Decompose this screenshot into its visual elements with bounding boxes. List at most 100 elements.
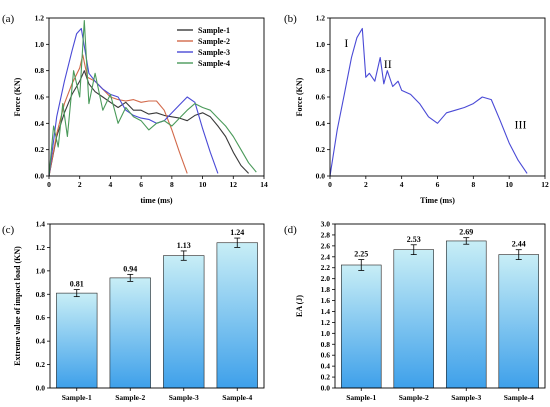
y-tick-label: 1.0 — [321, 329, 331, 338]
y-tick-label: 2.2 — [321, 263, 331, 272]
y-tick-label: 0.6 — [316, 93, 326, 102]
y-axis-label: Force (KN) — [295, 77, 304, 116]
x-tick-label: Sample-2 — [115, 393, 145, 402]
y-tick-label: 0.4 — [35, 119, 45, 128]
panel-label-b: (b) — [284, 13, 297, 25]
plot-frame-a — [48, 17, 265, 177]
x-axis-label: time (ms) — [140, 196, 173, 205]
bar-sample-4 — [216, 242, 258, 389]
x-tick-label: Sample-4 — [222, 393, 252, 402]
x-tick-label: 12 — [230, 180, 238, 189]
data-label: 1.24 — [230, 228, 244, 237]
y-tick-label: 3.0 — [321, 220, 331, 229]
plot-frame-d — [334, 223, 546, 389]
y-tick-label: 1.4 — [36, 220, 46, 229]
x-tick-label: Sample-1 — [62, 393, 92, 402]
data-label: 2.69 — [459, 228, 473, 237]
data-label: 2.53 — [407, 235, 421, 244]
y-tick-label: 0.6 — [36, 313, 46, 322]
series-line-sample-4 — [48, 20, 257, 177]
y-tick-label: 1.2 — [321, 318, 331, 327]
x-tick-label: 10 — [505, 180, 513, 189]
x-tick-label: 4 — [109, 180, 113, 189]
data-label: 2.25 — [354, 250, 368, 259]
data-label: 0.81 — [70, 280, 84, 289]
y-tick-label: 1.8 — [321, 285, 331, 294]
y-tick-label: 2.8 — [321, 230, 331, 239]
x-tick-label: 10 — [199, 180, 207, 189]
x-tick-label: Sample-1 — [346, 393, 376, 402]
y-axis-label: Extreme value of impact load (KN) — [13, 246, 22, 366]
bar-sample-2 — [109, 277, 151, 389]
y-tick-label: 0.8 — [35, 66, 45, 75]
y-tick-label: 0.2 — [321, 373, 331, 382]
y-tick-label: 2.6 — [321, 241, 331, 250]
series-line-force-curve — [329, 27, 528, 177]
x-tick-label: 14 — [260, 180, 268, 189]
x-tick-label: 8 — [170, 180, 174, 189]
y-tick-label: 0.6 — [321, 351, 331, 360]
bar-sample-3 — [445, 240, 487, 389]
x-tick-label: 0 — [328, 180, 332, 189]
plot-frame-c — [49, 223, 265, 389]
panel-label-d: (d) — [284, 224, 297, 236]
legend-label: Sample-1 — [198, 26, 230, 35]
panel-label-a: (a) — [2, 13, 15, 25]
panel-label-c: (c) — [2, 224, 15, 236]
y-axis-label: EA (J) — [295, 295, 304, 317]
stage-label-ii: II — [384, 57, 392, 71]
y-tick-label: 1.6 — [321, 296, 331, 305]
x-tick-label: 2 — [78, 180, 82, 189]
y-tick-label: 0.8 — [321, 340, 331, 349]
legend-label: Sample-4 — [198, 59, 230, 68]
x-tick-label: Sample-4 — [504, 393, 534, 402]
y-tick-label: 1.0 — [35, 40, 45, 49]
x-tick-label: Sample-3 — [451, 393, 481, 402]
y-tick-label: 2.4 — [321, 252, 331, 261]
plot-frame-b — [329, 17, 546, 177]
x-tick-label: 4 — [400, 180, 404, 189]
y-tick-label: 0.2 — [35, 145, 45, 154]
y-tick-label: 0.4 — [36, 337, 46, 346]
x-tick-label: Sample-3 — [169, 393, 199, 402]
x-tick-label: 12 — [541, 180, 549, 189]
x-tick-label: 8 — [471, 180, 475, 189]
bar-sample-1 — [56, 292, 98, 389]
y-tick-label: 0.8 — [316, 66, 326, 75]
y-tick-label: 0.0 — [321, 384, 331, 393]
data-label: 1.13 — [177, 241, 191, 250]
series-line-sample-1 — [48, 70, 249, 177]
stage-label-i: I — [344, 36, 348, 50]
y-tick-label: 0.0 — [36, 384, 46, 393]
bar-sample-4 — [498, 254, 539, 389]
y-tick-label: 0.6 — [35, 93, 45, 102]
y-tick-label: 1.2 — [316, 14, 326, 23]
y-tick-label: 1.4 — [321, 307, 331, 316]
data-label: 2.44 — [512, 240, 526, 249]
y-tick-label: 1.2 — [35, 14, 45, 23]
y-tick-label: 0.0 — [35, 172, 45, 181]
x-tick-label: 6 — [436, 180, 440, 189]
y-axis-label: Force (KN) — [13, 77, 22, 116]
legend-label: Sample-2 — [198, 37, 230, 46]
y-tick-label: 0.2 — [316, 145, 326, 154]
legend-label: Sample-3 — [198, 48, 230, 57]
y-tick-label: 0.0 — [316, 172, 326, 181]
bar-sample-1 — [340, 264, 382, 389]
y-tick-label: 0.8 — [36, 290, 46, 299]
y-tick-label: 0.4 — [316, 119, 326, 128]
bar-sample-3 — [163, 255, 205, 389]
x-tick-label: 2 — [364, 180, 368, 189]
x-tick-label: Sample-2 — [399, 393, 429, 402]
y-tick-label: 1.0 — [316, 40, 326, 49]
y-tick-label: 1.2 — [36, 243, 46, 252]
y-tick-label: 1.0 — [36, 266, 46, 275]
y-tick-label: 2.0 — [321, 274, 331, 283]
data-label: 0.94 — [123, 264, 137, 273]
y-tick-label: 0.2 — [36, 360, 46, 369]
series-line-sample-2 — [48, 54, 188, 177]
x-axis-label: Time (ms) — [420, 196, 455, 205]
stage-label-iii: III — [515, 118, 527, 132]
bar-sample-2 — [393, 249, 434, 389]
